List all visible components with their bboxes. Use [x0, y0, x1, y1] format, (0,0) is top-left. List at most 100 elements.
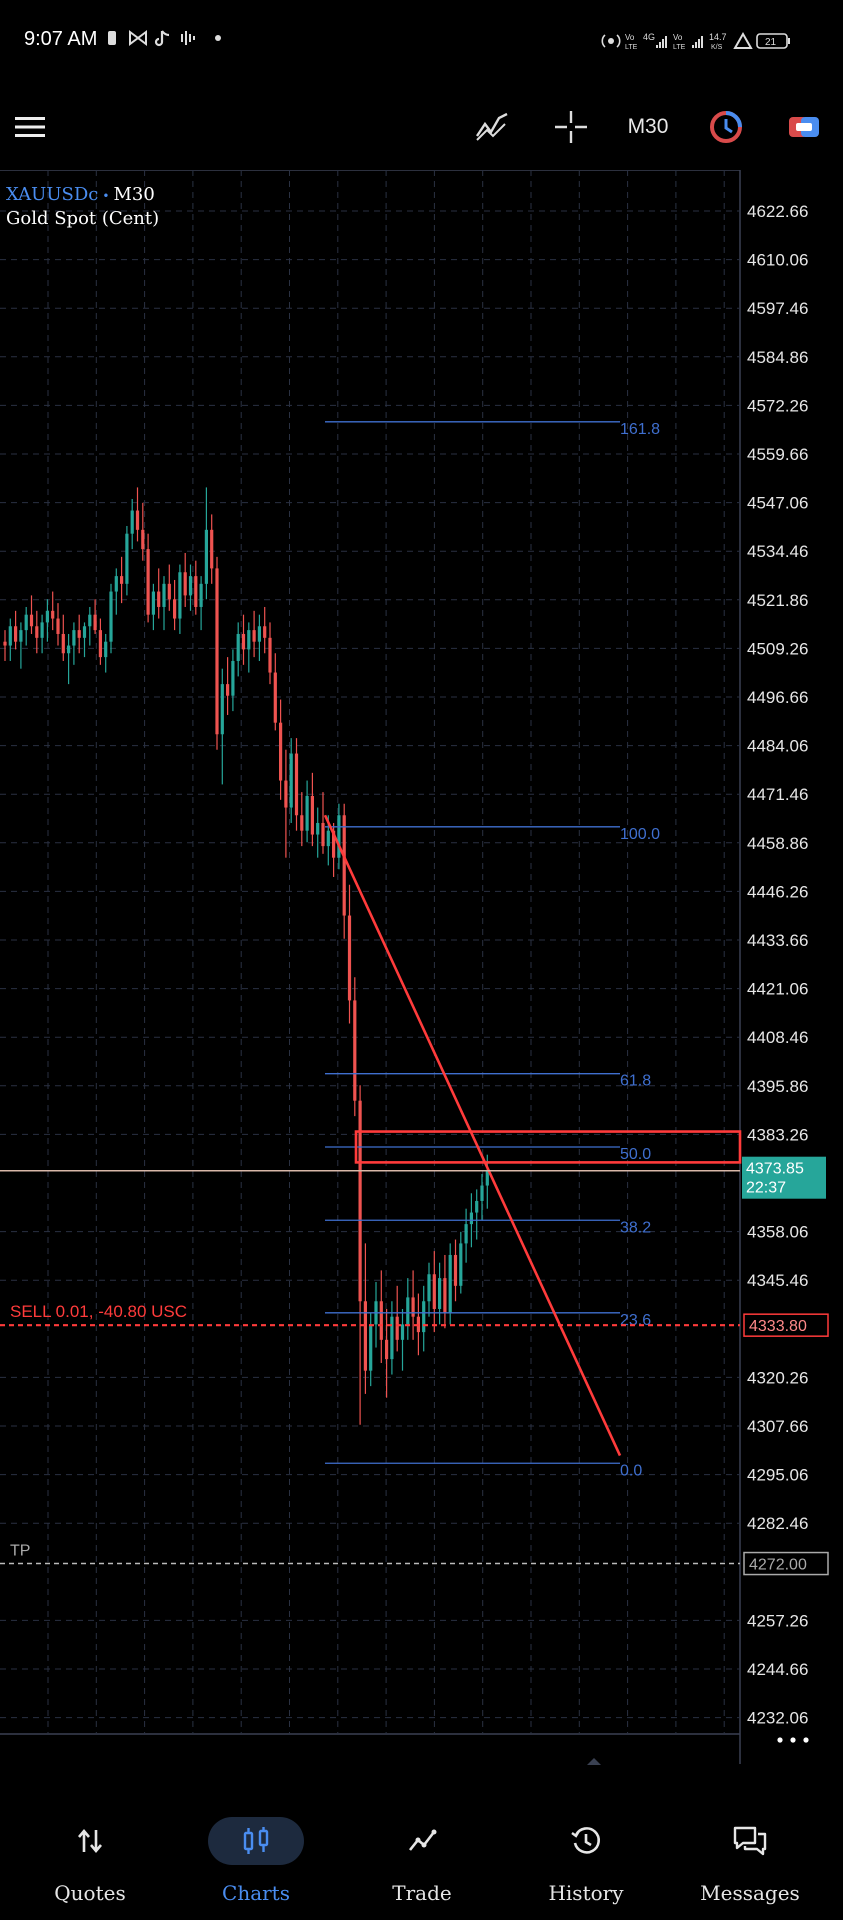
fib-level-label: 61.8 — [620, 1073, 651, 1090]
candle-body — [8, 626, 12, 646]
fib-level-label: 100.0 — [620, 826, 660, 843]
tab-trade-label: Trade — [392, 1881, 452, 1905]
candle-body — [480, 1185, 484, 1201]
candle-body — [88, 614, 92, 627]
crosshair-button[interactable] — [545, 84, 597, 170]
bid-timer-value: 22:37 — [746, 1180, 786, 1197]
price-axis-label: 4345.46 — [747, 1271, 808, 1290]
more-options-icon — [803, 1737, 809, 1743]
candle-body — [464, 1224, 468, 1244]
candle-body — [316, 822, 320, 835]
status-system-icons: Vo LTE 4G Vo LTE 14.7 K/S 21 — [601, 30, 821, 55]
svg-text:14.7: 14.7 — [709, 32, 727, 42]
charts-icon — [208, 1817, 304, 1865]
price-axis-label: 4547.06 — [747, 494, 808, 513]
bid-price-value: 4373.85 — [746, 1161, 804, 1178]
candle-body — [453, 1254, 458, 1286]
more-options-icon — [790, 1737, 796, 1743]
candle-body — [443, 1278, 447, 1313]
candle-body — [257, 626, 261, 642]
candle-body — [485, 1170, 489, 1186]
candle-body — [305, 795, 309, 831]
candle-body — [411, 1297, 415, 1317]
tab-history-label: History — [548, 1881, 624, 1905]
take-profit-label: TP — [10, 1543, 30, 1560]
candle-body — [3, 641, 7, 646]
price-chart[interactable]: 4622.66 4610.06 4597.46 4584.86 4572.26 4559.… — [0, 169, 843, 1786]
price-axis-label: 4395.86 — [747, 1077, 808, 1096]
candle-body — [379, 1301, 383, 1340]
take-profit-badge — [743, 1551, 829, 1576]
price-axis-label: 4471.46 — [747, 785, 808, 804]
price-axis-label: 4244.66 — [747, 1660, 808, 1679]
price-axis-label: 4307.66 — [747, 1417, 808, 1436]
new-order-icon — [789, 117, 819, 137]
candle-body — [135, 510, 140, 530]
tab-trade[interactable]: Trade — [338, 1795, 506, 1920]
candle-body — [61, 633, 65, 654]
price-axis-label: 4484.06 — [747, 737, 808, 756]
tab-messages[interactable]: Messages — [666, 1795, 834, 1920]
one-click-trading-button[interactable] — [700, 84, 752, 170]
symbol-name: XAUUSDc — [6, 184, 99, 205]
candle-body — [358, 1100, 362, 1302]
price-axis-label: 4610.06 — [747, 251, 808, 270]
candle-body — [35, 626, 39, 638]
price-axis-label: 4509.26 — [747, 639, 808, 658]
candle-body — [400, 1324, 405, 1340]
fib-level-label: 38.2 — [620, 1219, 651, 1236]
history-icon — [538, 1817, 634, 1865]
chart-toolbar: M30 — [0, 84, 843, 170]
fib-level-label: 0.0 — [620, 1462, 642, 1479]
status-time: 9:07 AM — [24, 28, 98, 50]
price-axis-label: 4559.66 — [747, 445, 808, 464]
candle-body — [268, 637, 272, 673]
candle-body — [406, 1297, 410, 1325]
candle-body — [422, 1301, 426, 1333]
indicators-button[interactable] — [466, 84, 518, 170]
fib-level-label: 23.6 — [620, 1312, 651, 1329]
candle-body — [432, 1274, 436, 1309]
candle-body — [93, 614, 97, 631]
candle-body — [289, 753, 293, 808]
candle-body — [183, 572, 187, 596]
hamburger-icon — [15, 117, 45, 137]
candle-body — [109, 591, 113, 642]
chart-canvas[interactable]: 4622.66 4610.06 4597.46 4584.86 4572.26 4559.… — [0, 169, 843, 1786]
price-axis-label: 4458.86 — [747, 834, 808, 853]
tab-history[interactable]: History — [502, 1795, 670, 1920]
svg-text:LTE: LTE — [673, 44, 686, 51]
clock-trade-icon — [710, 111, 742, 143]
price-axis-label: 4446.26 — [747, 882, 808, 901]
candle-body — [51, 610, 55, 619]
candle-body — [151, 591, 155, 615]
price-axis-label: 4421.06 — [747, 980, 808, 999]
symbol-dot: • — [102, 189, 110, 203]
candle-body — [369, 1324, 373, 1371]
candle-body — [427, 1274, 431, 1302]
candle-body — [114, 576, 118, 592]
candle-body — [395, 1316, 399, 1340]
candle-body — [475, 1200, 479, 1213]
candle-body — [199, 583, 203, 607]
indicators-icon — [476, 112, 508, 141]
tab-quotes-label: Quotes — [54, 1881, 126, 1905]
status-notification-icons — [106, 28, 236, 53]
candle-body — [82, 626, 87, 638]
candle-body — [210, 529, 214, 569]
svg-text:K/S: K/S — [711, 44, 723, 51]
zone-rectangle — [354, 1130, 742, 1164]
tab-quotes[interactable]: Quotes — [6, 1795, 174, 1920]
price-axis-label: 4358.06 — [747, 1223, 808, 1242]
candle-body — [67, 645, 71, 654]
price-axis-label: 4597.46 — [747, 299, 808, 318]
candle-body — [188, 576, 193, 596]
timeframe-button[interactable]: M30 — [627, 115, 669, 138]
notification-icons — [108, 30, 221, 47]
new-order-button[interactable] — [778, 84, 830, 170]
candle-body — [220, 684, 224, 735]
tab-charts[interactable]: Charts — [172, 1795, 340, 1920]
candle-body — [284, 780, 288, 808]
price-axis-label: 4496.66 — [747, 688, 808, 707]
menu-button[interactable] — [6, 84, 54, 170]
